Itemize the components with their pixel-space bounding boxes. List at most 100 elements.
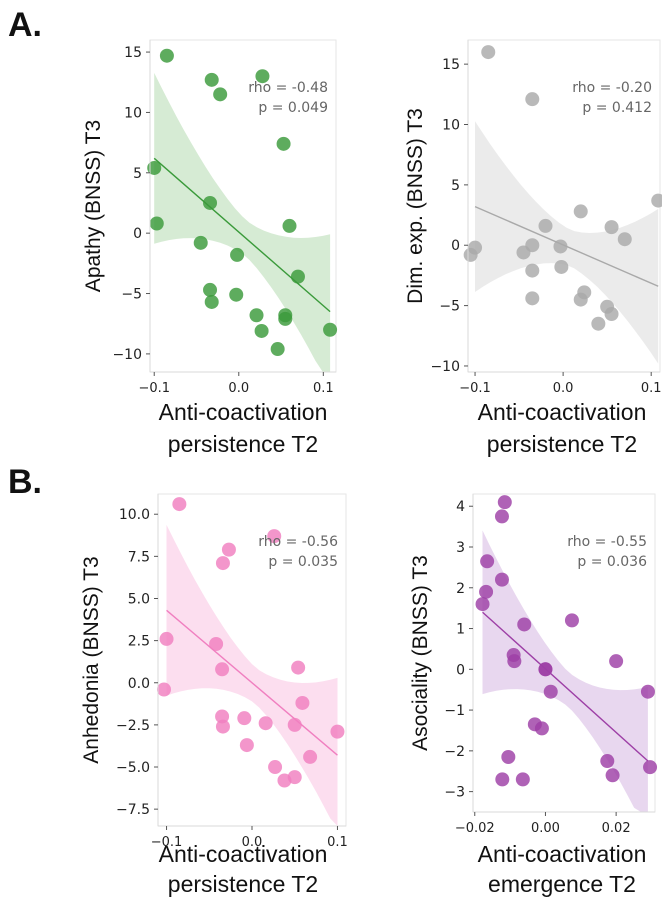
data-point xyxy=(525,263,540,278)
y-tick-label: 1 xyxy=(456,622,465,638)
data-point xyxy=(282,218,297,233)
y-axis-label: Dim. exp. (BNSS) T3 xyxy=(404,108,427,304)
data-point xyxy=(229,287,244,302)
data-point xyxy=(538,662,553,677)
x-tick-label: 0.0 xyxy=(242,835,263,850)
y-tick-label: 0 xyxy=(133,226,142,242)
y-axis-label: Anhedonia (BNSS) T3 xyxy=(80,556,103,763)
y-axis-label: Asociality (BNSS) T3 xyxy=(409,555,432,751)
data-point xyxy=(475,597,490,612)
y-tick-label: 5 xyxy=(133,166,142,182)
data-point xyxy=(564,613,579,628)
x-tick-label: 0.02 xyxy=(602,821,631,836)
data-point xyxy=(290,269,305,284)
data-point xyxy=(501,749,516,764)
p-value-annotation: p = 0.035 xyxy=(268,554,338,570)
data-point xyxy=(268,760,283,775)
x-axis-label: emergence T2 xyxy=(488,871,636,897)
y-tick-label: −2 xyxy=(444,744,465,760)
x-tick-label: −0.02 xyxy=(455,821,495,836)
confidence-band xyxy=(475,121,659,364)
data-point xyxy=(303,749,318,764)
data-point xyxy=(270,342,285,357)
y-tick-label: 5.0 xyxy=(128,591,150,607)
data-point xyxy=(497,495,512,510)
data-point xyxy=(215,556,230,571)
data-point xyxy=(480,554,495,569)
data-point xyxy=(215,719,230,734)
y-tick-label: 3 xyxy=(456,540,465,556)
x-tick-label: 0.1 xyxy=(641,381,662,396)
data-point xyxy=(295,695,310,710)
y-tick-label: −3 xyxy=(444,785,465,801)
data-point xyxy=(291,660,306,675)
data-point xyxy=(468,240,483,255)
data-point xyxy=(534,721,549,736)
data-point xyxy=(172,497,187,512)
data-point xyxy=(525,238,540,253)
confidence-band xyxy=(166,524,338,826)
x-tick-label: −0.1 xyxy=(151,835,183,850)
y-tick-label: −1 xyxy=(444,703,465,719)
regression-line xyxy=(482,611,649,762)
x-axis-label: persistence T2 xyxy=(487,431,637,457)
data-point xyxy=(553,239,568,254)
data-point xyxy=(254,323,269,338)
y-tick-label: 0.0 xyxy=(128,676,150,692)
data-point xyxy=(230,247,245,262)
x-tick-label: −0.1 xyxy=(459,381,491,396)
data-point xyxy=(278,311,293,326)
y-tick-label: −2.5 xyxy=(116,718,150,734)
y-tick-label: 2 xyxy=(456,581,465,597)
p-value-annotation: p = 0.049 xyxy=(258,100,328,116)
x-tick-label: 0.1 xyxy=(327,835,348,850)
data-point xyxy=(203,282,218,297)
data-point xyxy=(479,584,494,599)
data-point xyxy=(495,772,510,787)
scatter-chart-1: −10 −5 0 5 10 15 −0.1 0.0 0.1 rho = -0.48 p = 0.04… xyxy=(82,39,338,457)
data-point xyxy=(330,724,345,739)
x-tick-label: 0.0 xyxy=(553,381,574,396)
data-point xyxy=(515,772,530,787)
data-point xyxy=(600,754,615,769)
data-point xyxy=(507,654,522,669)
y-tick-label: 10 xyxy=(124,105,142,121)
y-tick-label: −7.5 xyxy=(116,802,150,818)
data-point xyxy=(609,654,624,669)
data-point xyxy=(204,294,219,309)
confidence-band xyxy=(482,530,648,812)
y-tick-label: −5 xyxy=(439,299,460,315)
rho-annotation: rho = -0.55 xyxy=(567,534,647,550)
data-point xyxy=(276,136,291,151)
data-point xyxy=(494,572,509,587)
data-point xyxy=(538,218,553,233)
y-tick-label: 0 xyxy=(456,662,465,678)
data-point xyxy=(258,716,273,731)
x-axis-label: Anti-coactivation xyxy=(478,399,647,425)
data-point xyxy=(213,87,228,102)
p-value-annotation: p = 0.412 xyxy=(582,100,652,116)
data-point xyxy=(267,529,282,544)
rho-annotation: rho = -0.48 xyxy=(248,80,328,96)
data-point xyxy=(604,220,619,235)
data-point xyxy=(215,662,230,677)
regression-line xyxy=(153,157,331,313)
data-point xyxy=(287,770,302,785)
panel-label-b: B. xyxy=(8,463,42,501)
data-point xyxy=(255,69,270,84)
x-tick-label: 0.1 xyxy=(313,381,334,396)
x-tick-label: −0.1 xyxy=(138,381,170,396)
confidence-band xyxy=(154,72,331,373)
x-tick-label: 0.0 xyxy=(228,381,249,396)
data-point xyxy=(159,631,174,646)
y-tick-label: 7.5 xyxy=(128,549,150,565)
panel-label-a: A. xyxy=(8,6,42,44)
data-point xyxy=(323,322,338,337)
y-tick-label: 0 xyxy=(451,238,460,254)
data-point xyxy=(209,636,224,651)
y-axis-label: Apathy (BNSS) T3 xyxy=(82,120,105,292)
data-point xyxy=(193,235,208,250)
data-point xyxy=(525,92,540,107)
data-point xyxy=(147,160,162,175)
